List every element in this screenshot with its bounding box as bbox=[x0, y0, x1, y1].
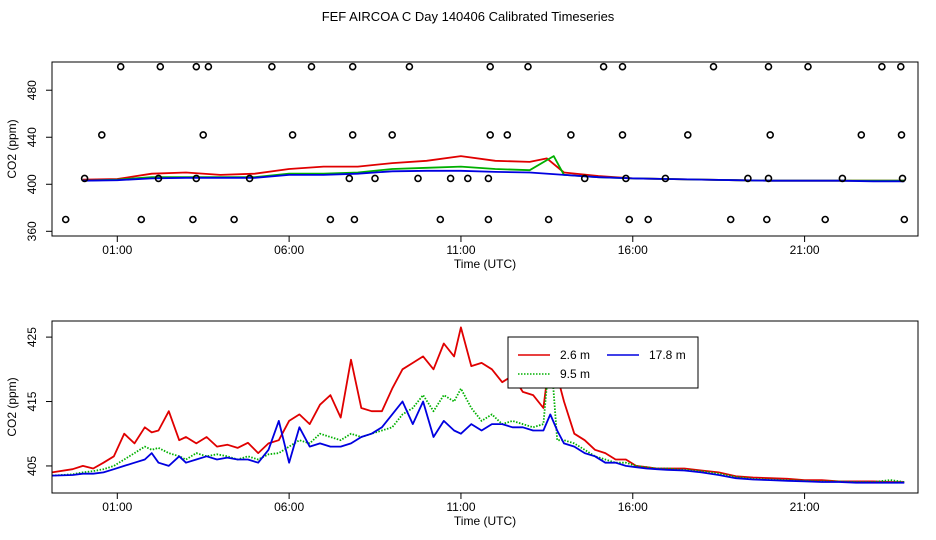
flag-point bbox=[896, 62, 905, 71]
flag-point bbox=[484, 174, 493, 183]
flag-point bbox=[900, 215, 909, 224]
x-axis-label: Time (UTC) bbox=[454, 257, 516, 271]
legend: 2.6 m 9.5 m 17.8 m bbox=[507, 336, 699, 389]
y-axis-label: CO2 (ppm) bbox=[5, 377, 19, 436]
flag-point bbox=[897, 131, 906, 139]
flag-point bbox=[544, 215, 553, 224]
x-tick-label: 11:00 bbox=[446, 243, 475, 257]
flag-point bbox=[762, 215, 771, 224]
flag-point bbox=[463, 174, 472, 183]
x-tick-label: 06:00 bbox=[274, 500, 304, 514]
flag-point bbox=[189, 215, 197, 224]
flag-point bbox=[230, 215, 238, 224]
y-tick-label: 480 bbox=[25, 80, 39, 100]
flag-point bbox=[245, 174, 254, 183]
legend-box bbox=[507, 336, 699, 389]
flag-point bbox=[326, 215, 335, 224]
flag-point bbox=[156, 62, 165, 71]
flag-point bbox=[567, 131, 575, 139]
flag-point bbox=[80, 174, 89, 183]
flag-point bbox=[625, 215, 634, 224]
y-tick-label: 415 bbox=[25, 391, 39, 411]
flag-point bbox=[709, 62, 718, 71]
x-tick-label: 01:00 bbox=[102, 500, 132, 514]
flag-point bbox=[599, 62, 608, 71]
flag-point bbox=[622, 174, 630, 183]
legend-label: 2.6 m bbox=[560, 348, 590, 362]
bottom-series-line-178m bbox=[51, 400, 905, 484]
flag-point bbox=[414, 174, 422, 183]
flag-point bbox=[199, 131, 207, 139]
top-plot-frame bbox=[51, 61, 919, 237]
flag-point bbox=[618, 131, 627, 139]
flag-point bbox=[98, 131, 106, 139]
flag-point bbox=[524, 62, 532, 71]
flag-point bbox=[61, 215, 70, 224]
y-tick-label: 440 bbox=[25, 127, 39, 147]
flag-point bbox=[154, 174, 163, 183]
flag-point bbox=[618, 62, 627, 71]
flag-point bbox=[661, 174, 670, 183]
y-axis-label: CO2 (ppm) bbox=[5, 119, 19, 178]
flag-point bbox=[288, 131, 297, 139]
flag-point bbox=[726, 215, 735, 224]
x-tick-label: 06:00 bbox=[274, 243, 304, 257]
flag-point bbox=[764, 174, 773, 183]
flag-point bbox=[307, 62, 316, 71]
flag-point bbox=[192, 174, 201, 183]
flag-point bbox=[116, 62, 125, 71]
panel-bottom: 01:00 06:00 11:00 16:00 21:00 Time (UTC) 405 41… bbox=[5, 320, 919, 528]
flag-point bbox=[204, 62, 213, 71]
flag-point bbox=[580, 174, 589, 183]
x-tick-label: 21:00 bbox=[790, 243, 820, 257]
legend-label: 9.5 m bbox=[560, 367, 590, 381]
flag-point bbox=[348, 62, 357, 71]
panel-top: 01:00 06:00 11:00 16:00 21:00 Time (UTC) 360 40… bbox=[5, 61, 919, 271]
x-axis-label: Time (UTC) bbox=[454, 514, 516, 528]
y-tick-label: 360 bbox=[25, 221, 39, 241]
flag-point bbox=[405, 62, 414, 71]
flag-point bbox=[821, 215, 830, 224]
top-series-line-2 bbox=[82, 169, 905, 183]
flag-point bbox=[446, 174, 455, 183]
flag-point bbox=[486, 131, 495, 139]
flag-point bbox=[683, 131, 692, 139]
y-tick-label: 400 bbox=[25, 174, 39, 194]
flag-point bbox=[804, 62, 812, 71]
x-tick-label: 21:00 bbox=[790, 500, 820, 514]
flag-point bbox=[857, 131, 866, 139]
flag-point bbox=[764, 62, 773, 71]
flag-point bbox=[838, 174, 847, 183]
flag-point bbox=[345, 174, 354, 183]
flag-point bbox=[744, 174, 752, 183]
legend-label: 17.8 m bbox=[649, 348, 686, 362]
flag-point bbox=[192, 62, 201, 71]
flag-point bbox=[484, 215, 493, 224]
flag-point bbox=[388, 131, 397, 139]
x-tick-label: 01:00 bbox=[102, 243, 132, 257]
flag-point bbox=[350, 215, 359, 224]
bottom-plot-frame bbox=[51, 320, 919, 494]
bottom-series-line-26m bbox=[51, 326, 905, 483]
flag-point bbox=[766, 131, 775, 139]
x-tick-label: 16:00 bbox=[618, 243, 648, 257]
flag-point bbox=[137, 215, 146, 224]
chart-title: FEF AIRCOA C Day 140406 Calibrated Times… bbox=[321, 9, 615, 24]
flag-point bbox=[486, 62, 495, 71]
flag-point bbox=[371, 174, 379, 183]
x-tick-label: 11:00 bbox=[446, 500, 475, 514]
flag-point bbox=[878, 62, 886, 71]
flag-point bbox=[436, 215, 445, 224]
y-tick-label: 425 bbox=[25, 327, 39, 347]
bottom-series-line-95m bbox=[51, 345, 905, 483]
flag-point bbox=[503, 131, 512, 139]
flag-point bbox=[644, 215, 653, 224]
x-tick-label: 16:00 bbox=[618, 500, 648, 514]
flag-point bbox=[898, 174, 907, 183]
flag-point bbox=[348, 131, 357, 139]
y-tick-label: 405 bbox=[25, 456, 39, 476]
flag-point bbox=[268, 62, 276, 71]
